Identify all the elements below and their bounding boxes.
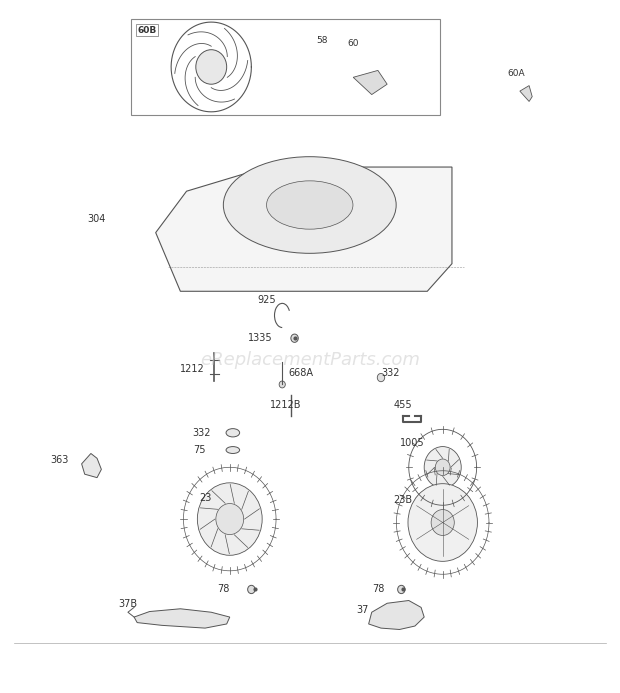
- Circle shape: [279, 381, 285, 388]
- Text: 78: 78: [218, 584, 230, 595]
- Text: 37B: 37B: [118, 599, 138, 609]
- Circle shape: [291, 334, 298, 342]
- Circle shape: [431, 509, 454, 536]
- Text: 60: 60: [347, 40, 358, 49]
- Text: 1335: 1335: [248, 333, 273, 343]
- Text: 60B: 60B: [137, 26, 156, 35]
- Text: 455: 455: [393, 400, 412, 410]
- Text: 304: 304: [88, 214, 106, 224]
- Text: 332: 332: [193, 428, 211, 438]
- Polygon shape: [134, 608, 230, 628]
- Polygon shape: [156, 167, 452, 291]
- Ellipse shape: [223, 157, 396, 254]
- Polygon shape: [520, 86, 532, 101]
- Polygon shape: [369, 601, 424, 629]
- Polygon shape: [353, 71, 387, 94]
- Ellipse shape: [267, 181, 353, 229]
- Text: 925: 925: [257, 295, 276, 304]
- Circle shape: [378, 374, 384, 382]
- Text: 363: 363: [51, 455, 69, 466]
- Text: 75: 75: [193, 445, 205, 455]
- Circle shape: [247, 586, 255, 594]
- Circle shape: [196, 50, 227, 85]
- Ellipse shape: [226, 446, 240, 453]
- Text: 23: 23: [199, 493, 211, 503]
- Circle shape: [216, 504, 244, 534]
- Text: 37: 37: [356, 605, 369, 615]
- Text: 58: 58: [316, 36, 328, 45]
- Ellipse shape: [226, 429, 240, 437]
- Text: 60A: 60A: [508, 69, 525, 78]
- Text: 78: 78: [372, 584, 384, 595]
- Text: 332: 332: [381, 368, 399, 378]
- Circle shape: [197, 483, 262, 555]
- Text: eReplacementParts.com: eReplacementParts.com: [200, 351, 420, 369]
- Circle shape: [435, 459, 450, 475]
- Text: 23B: 23B: [393, 495, 412, 505]
- Circle shape: [408, 484, 477, 561]
- Circle shape: [424, 446, 461, 488]
- Text: 668A: 668A: [288, 368, 313, 378]
- Polygon shape: [82, 453, 102, 477]
- FancyBboxPatch shape: [131, 19, 440, 115]
- Text: 1005: 1005: [399, 438, 424, 448]
- Text: 1212B: 1212B: [270, 400, 301, 410]
- Text: 1212: 1212: [180, 364, 205, 374]
- Circle shape: [397, 586, 405, 594]
